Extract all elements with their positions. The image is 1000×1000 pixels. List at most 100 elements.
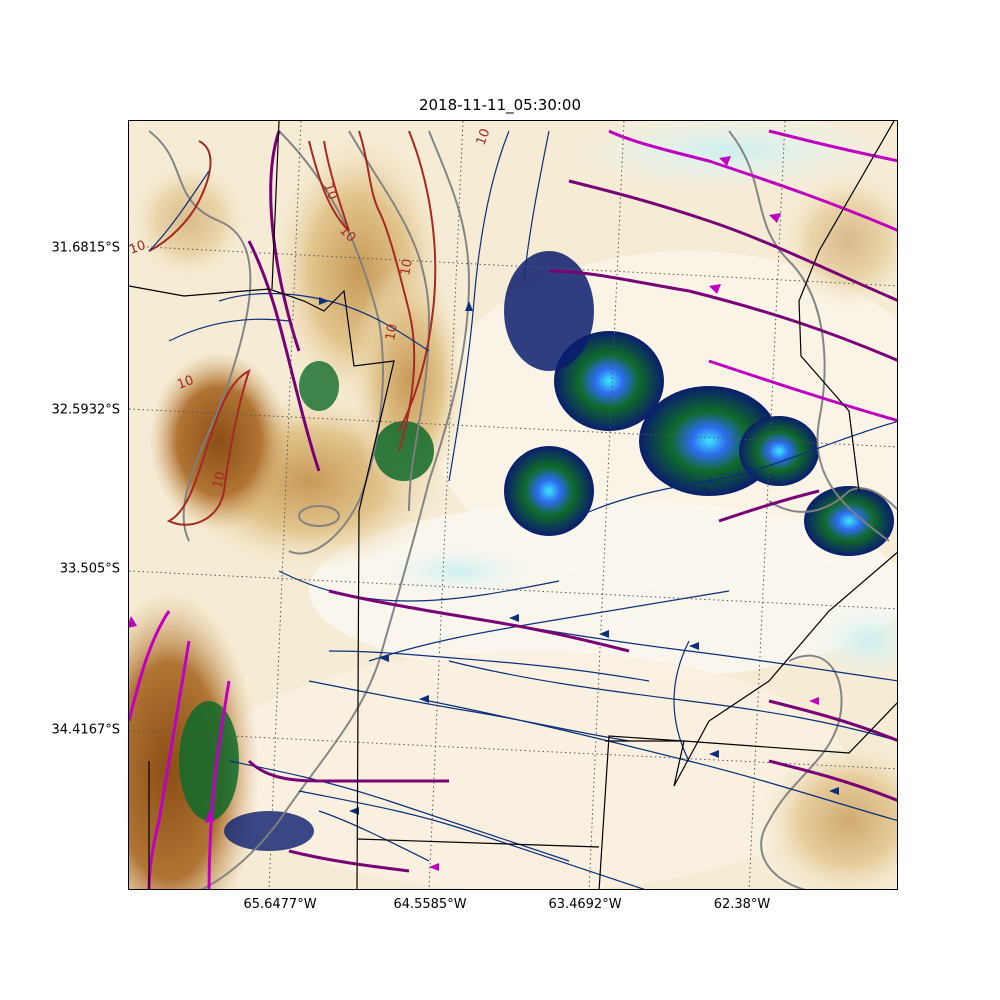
- streamline: [448, 660, 897, 742]
- latitude-label: 32.5932°S: [51, 402, 120, 418]
- terrain-highland-west: [149, 351, 289, 531]
- streamline: [308, 680, 630, 742]
- map-axes: 10 10 10 10 10 10 10 10: [128, 120, 898, 890]
- latitude-label: 33.505°S: [59, 561, 120, 577]
- terrain-contour: [760, 654, 843, 889]
- province-border: [605, 702, 897, 754]
- elevation-contour: [358, 130, 416, 452]
- terrain-contour: [298, 505, 340, 527]
- streamline-strong: [288, 849, 410, 873]
- precip-cell: [374, 421, 434, 481]
- map-canvas: 10 10 10 10 10 10 10 10: [129, 121, 897, 889]
- terrain-contour: [728, 130, 890, 542]
- elevation-contour: [166, 369, 251, 526]
- streamline-arrow-icon: [465, 301, 473, 311]
- streamlines-magenta: [129, 129, 897, 889]
- contour-label: 10: [398, 258, 416, 277]
- streamlines-blue: [148, 130, 897, 889]
- contour-label: 10: [320, 181, 340, 202]
- elevation-contour: [148, 140, 212, 252]
- precip-cell: [179, 701, 239, 821]
- precip-cell: [739, 416, 819, 486]
- political-borders: [129, 121, 897, 889]
- province-border: [129, 285, 395, 889]
- streamline-arrow-icon: [509, 614, 519, 622]
- streamline: [673, 640, 690, 762]
- longitude-label: 62.38°W: [713, 897, 771, 912]
- terrain-contour: [200, 130, 471, 889]
- streamline-arrow-icon: [349, 807, 359, 815]
- contour-label: 10: [383, 323, 401, 342]
- terrain-contours: [148, 130, 897, 889]
- streamline-arrow-icon: [689, 642, 699, 650]
- streamline: [318, 810, 430, 862]
- longitude-label: 64.5585°W: [393, 897, 467, 912]
- streamline: [228, 760, 570, 862]
- elevation-contour: [308, 140, 350, 232]
- latitude-label: 31.6815°S: [51, 240, 120, 256]
- streamline-strong: [247, 240, 321, 472]
- precip-cell: [224, 811, 314, 851]
- contour-labels: 10 10 10 10 10 10 10 10: [129, 127, 493, 490]
- streamline-strong: [207, 680, 231, 889]
- precip-cell: [504, 251, 594, 371]
- longitude-label: 65.6477°W: [243, 897, 317, 912]
- contour-label: 10: [210, 470, 229, 490]
- streamline-strong: [328, 589, 630, 653]
- streamline-arrow-icon: [129, 616, 137, 628]
- streamline: [568, 420, 897, 522]
- streamline-arrow-icon: [719, 156, 731, 166]
- streamline-arrow-icon: [419, 695, 429, 703]
- elevation-contour: [398, 130, 437, 432]
- precip-cell: [299, 361, 339, 411]
- streamline-strong: [548, 269, 897, 362]
- streamline-arrow-icon: [205, 811, 215, 823]
- streamline-strong: [608, 129, 897, 232]
- longitude-label: 63.4692°W: [548, 897, 622, 912]
- terrain-contour: [148, 130, 252, 542]
- map-title: 2018-11-11_05:30:00: [418, 96, 582, 114]
- streamline: [278, 570, 560, 602]
- precip-cell: [804, 486, 894, 556]
- streamline-strong: [568, 179, 897, 302]
- contour-label: 10: [129, 238, 148, 258]
- streamline-strong: [768, 699, 897, 742]
- terrain-northwest: [129, 161, 249, 281]
- streamline-arrow-icon: [379, 654, 389, 662]
- streamline-arrow-icon: [319, 297, 329, 305]
- streamline-strong: [718, 489, 820, 523]
- terrain-plain-south: [309, 501, 897, 681]
- streamline-arrow-icon: [429, 863, 439, 871]
- streamline-strong: [129, 610, 171, 722]
- streamline: [328, 650, 650, 682]
- streamline-arrows-blue: [319, 297, 839, 815]
- streamline-arrow-icon: [829, 787, 839, 795]
- streamline: [298, 790, 645, 889]
- streamline: [523, 130, 550, 282]
- streamline-strong: [147, 640, 191, 889]
- terrain-contour: [768, 487, 897, 513]
- latitude-label: 34.4167°S: [51, 722, 120, 738]
- streamline-arrow-icon: [709, 750, 719, 758]
- terrain-contour: [278, 130, 384, 555]
- cyan-wash-north: [569, 121, 889, 191]
- contour-label: 10: [474, 127, 494, 148]
- cyan-wash-center: [379, 546, 539, 596]
- precip-cell: [504, 446, 594, 536]
- terrain-contour: [348, 130, 431, 512]
- streamline-strong: [708, 359, 897, 422]
- terrain-southeast: [759, 741, 897, 889]
- streamline-arrow-icon: [599, 630, 609, 638]
- precip-cell: [639, 386, 779, 496]
- cyan-wash-east: [809, 601, 897, 681]
- terrain-plain-far-south: [209, 651, 849, 889]
- province-border: [356, 838, 600, 848]
- streamline-arrow-icon: [809, 697, 819, 705]
- precip-cell: [554, 331, 664, 431]
- province-border: [271, 121, 280, 290]
- streamline-arrows-magenta: [129, 156, 819, 871]
- streamline-strong: [768, 129, 897, 163]
- streamline-arrow-icon: [709, 284, 721, 294]
- contour-label: 10: [175, 373, 196, 393]
- province-border: [798, 121, 895, 492]
